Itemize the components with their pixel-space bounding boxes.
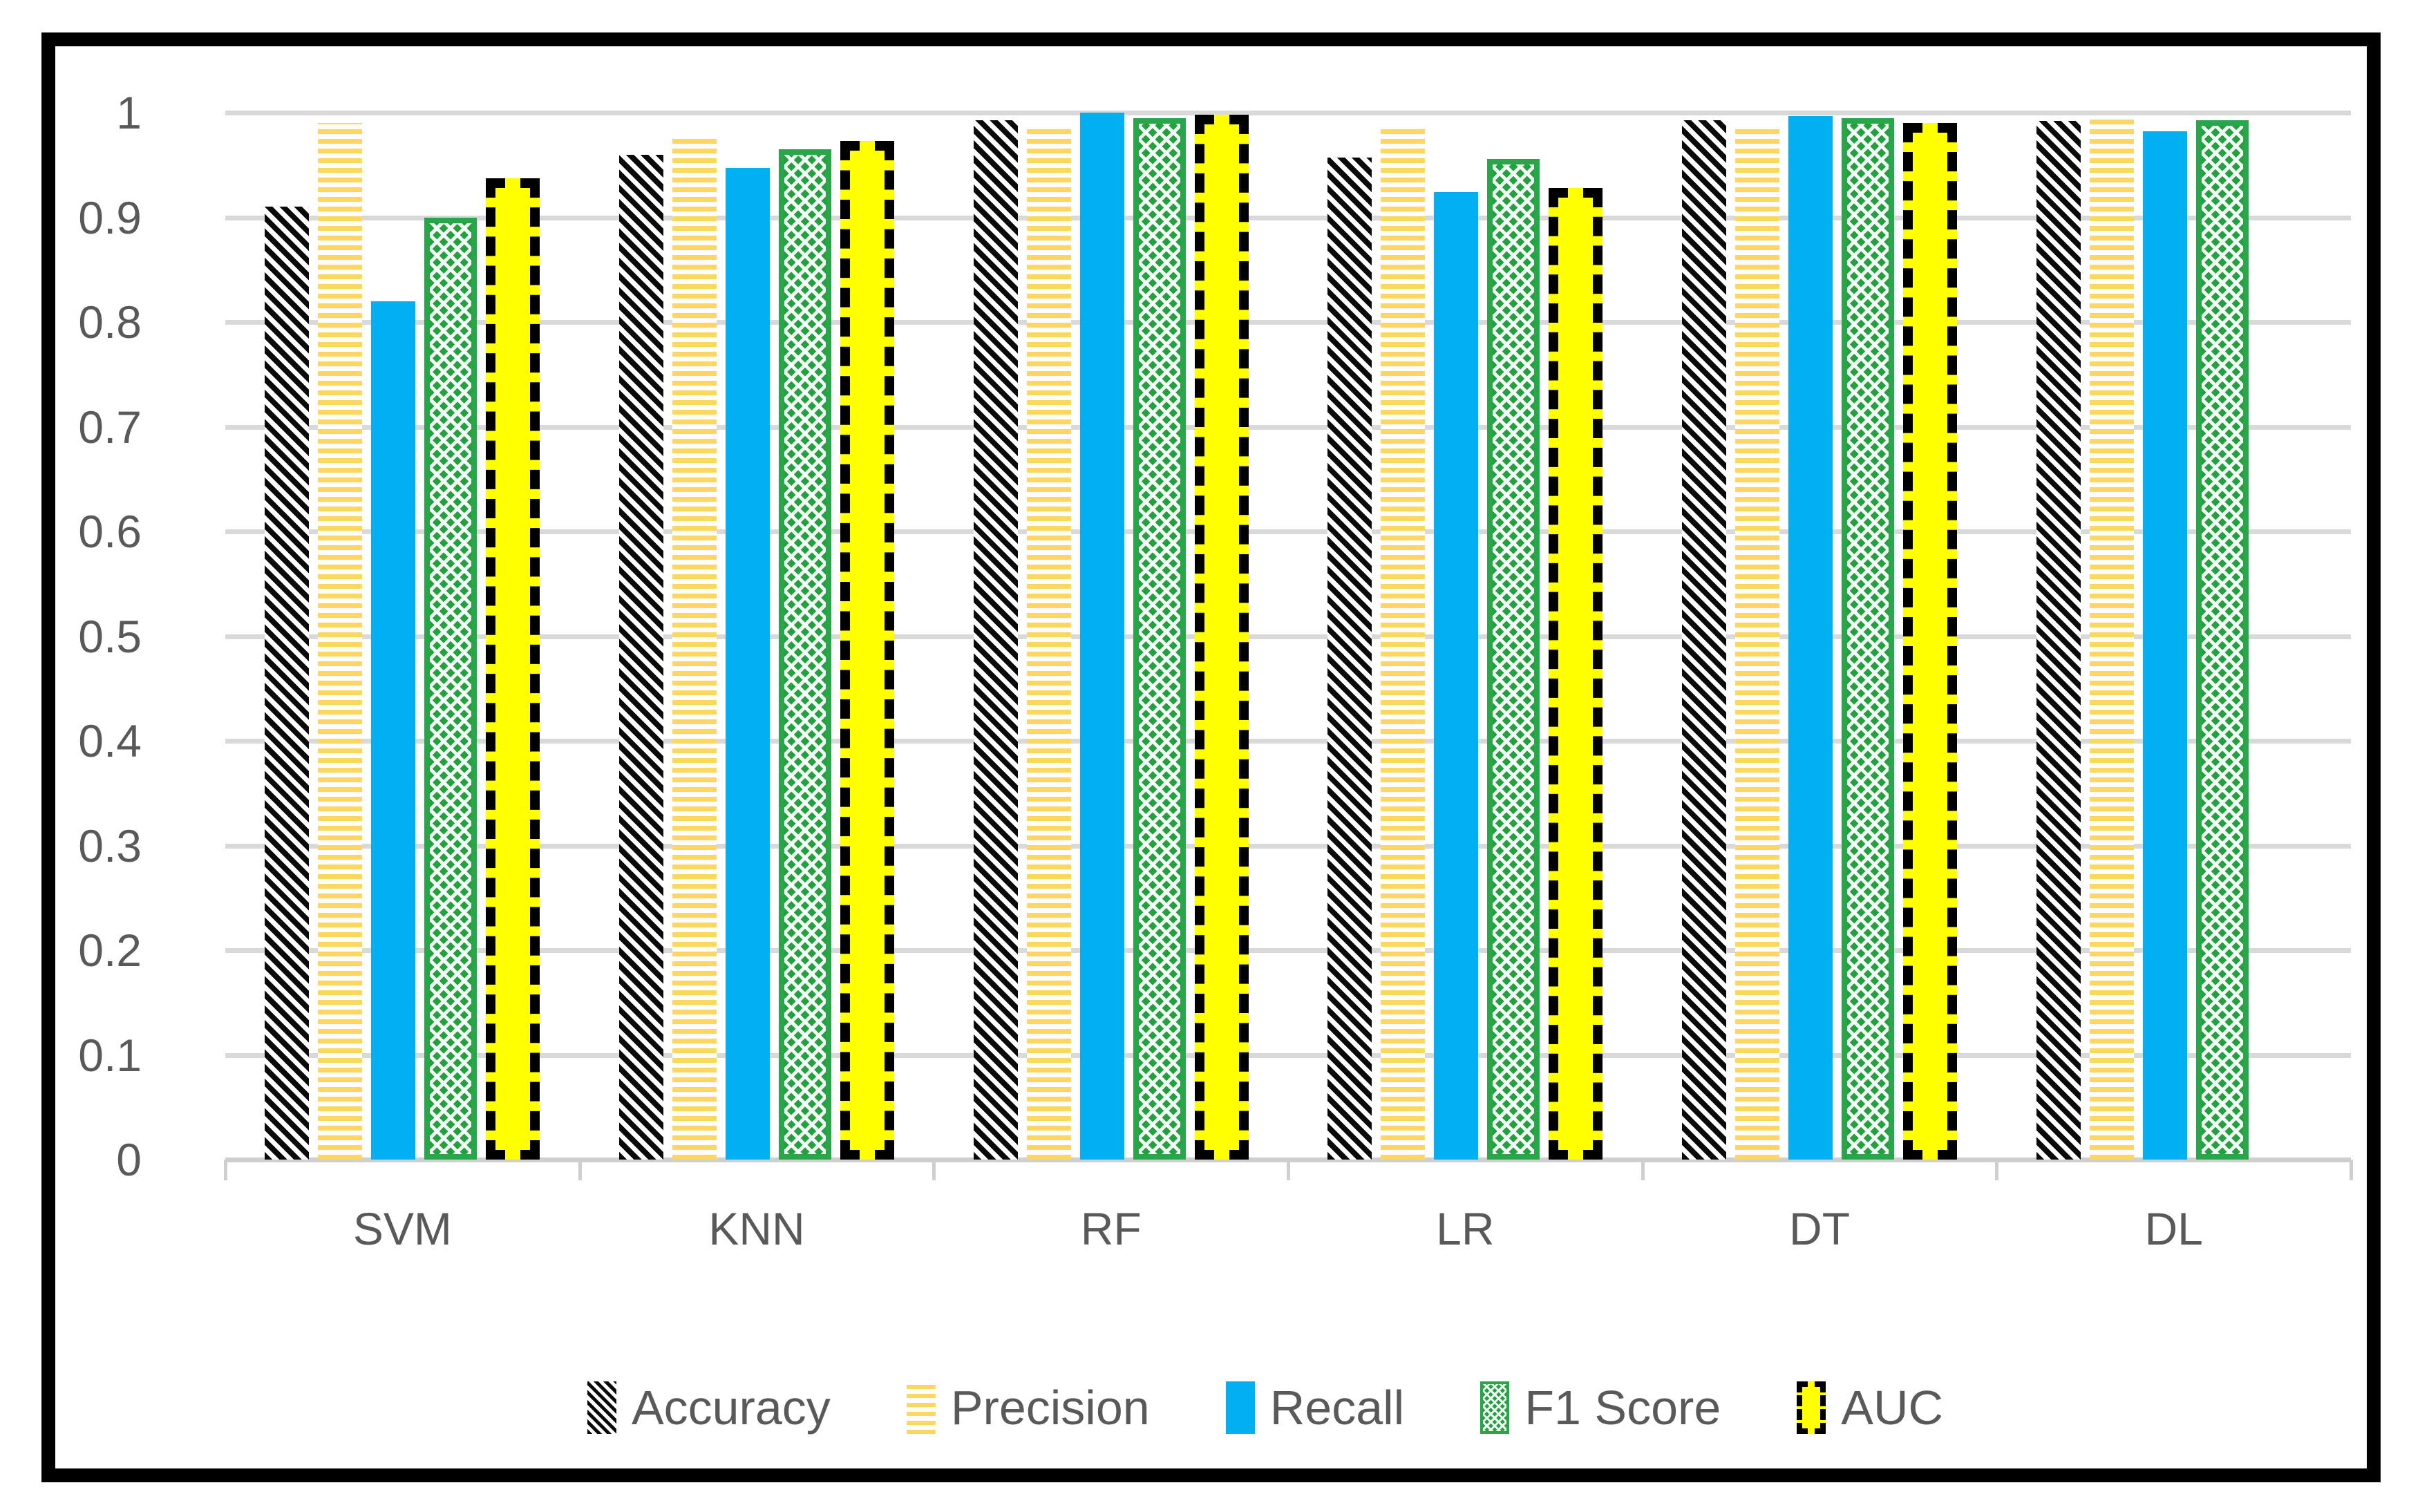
y-axis-tick-label: 0.6 xyxy=(78,506,142,557)
bar-group-svm xyxy=(225,113,580,1160)
x-axis-tick-mark xyxy=(1287,1160,1290,1180)
gridline xyxy=(225,1052,2351,1058)
legend-label: Precision xyxy=(950,1381,1150,1435)
category-label-svm: SVM xyxy=(352,1203,452,1254)
gridline xyxy=(225,948,2351,953)
y-axis-tick-label: 1 xyxy=(116,87,142,138)
bar-accuracy-svm xyxy=(265,207,310,1160)
bar-auc-svm xyxy=(486,178,540,1160)
bar-accuracy-rf xyxy=(973,120,1018,1160)
bar-precision-dt xyxy=(1735,125,1780,1160)
bar-auc-knn xyxy=(840,140,894,1160)
bar-accuracy-dl xyxy=(2036,121,2081,1160)
y-axis-tick-label: 0.4 xyxy=(78,715,142,766)
bar-recall-lr xyxy=(1434,192,1479,1160)
legend-item-recall: Recall xyxy=(1225,1380,1405,1435)
legend-item-f1: F1 Score xyxy=(1480,1380,1721,1435)
y-axis-tick-label: 0.8 xyxy=(78,296,142,348)
y-axis-tick-label: 0.9 xyxy=(78,191,142,243)
bar-f1-dt xyxy=(1842,117,1895,1160)
bar-precision-svm xyxy=(318,123,363,1160)
category-label-knn: KNN xyxy=(708,1203,805,1254)
gridline xyxy=(225,424,2351,430)
legend-label: Accuracy xyxy=(631,1381,831,1435)
x-axis-tick-mark xyxy=(1641,1160,1645,1180)
bar-precision-dl xyxy=(2089,115,2134,1160)
y-axis-tick-label: 0.3 xyxy=(78,820,142,871)
bar-recall-dl xyxy=(2142,131,2187,1160)
bar-auc-lr xyxy=(1549,188,1603,1160)
bar-accuracy-knn xyxy=(619,154,663,1160)
bar-precision-rf xyxy=(1026,125,1071,1160)
bar-accuracy-dt xyxy=(1682,120,1727,1160)
gridline xyxy=(225,739,2351,744)
y-axis-tick-label: 0.7 xyxy=(78,401,142,453)
legend-swatch-precision-icon xyxy=(906,1381,936,1434)
bar-group-dt xyxy=(1643,113,1997,1160)
bar-f1-knn xyxy=(779,149,831,1160)
x-axis-tick-mark xyxy=(224,1160,227,1180)
gridline xyxy=(225,843,2351,849)
category-label-dl: DL xyxy=(2144,1203,2203,1254)
bar-recall-knn xyxy=(726,168,770,1160)
bar-group-dl xyxy=(1996,113,2351,1160)
y-axis-tick-label: 0.5 xyxy=(78,610,142,662)
bar-f1-lr xyxy=(1487,158,1540,1160)
legend-label: AUC xyxy=(1841,1381,1944,1435)
bar-f1-svm xyxy=(424,217,478,1160)
bar-precision-lr xyxy=(1381,125,1426,1160)
y-axis-tick-label: 0 xyxy=(116,1134,142,1185)
bar-recall-svm xyxy=(371,301,416,1160)
chart-frame-border: 1 0.9 0.8 0.7 0.6 0.5 0.4 0.3 0.2 0.1 0 SVM KNN RF LR… xyxy=(41,32,2381,1482)
x-axis-category-labels: SVM KNN RF LR DT DL xyxy=(225,1202,2351,1255)
y-axis-tick-label: 0.1 xyxy=(78,1029,142,1081)
chart-legend: Accuracy Precision Recall F1 Score AUC xyxy=(55,1380,2420,1435)
legend-label: F1 Score xyxy=(1524,1381,1721,1435)
gridline xyxy=(225,215,2351,220)
legend-item-auc: AUC xyxy=(1797,1380,1943,1435)
bar-group-rf xyxy=(934,113,1288,1160)
x-axis-tick-mark xyxy=(578,1160,582,1180)
gridline xyxy=(225,634,2351,639)
legend-item-precision: Precision xyxy=(906,1380,1150,1435)
legend-swatch-auc-icon xyxy=(1797,1381,1826,1434)
legend-swatch-f1-icon xyxy=(1480,1381,1510,1434)
category-label-dt: DT xyxy=(1789,1203,1851,1254)
legend-item-accuracy: Accuracy xyxy=(587,1380,831,1435)
bar-plot-area xyxy=(225,113,2351,1160)
legend-swatch-accuracy-icon xyxy=(587,1381,616,1434)
bar-group-lr xyxy=(1288,113,1643,1160)
x-axis-tick-mark xyxy=(932,1160,936,1180)
bar-f1-dl xyxy=(2195,120,2249,1160)
category-label-lr: LR xyxy=(1436,1203,1495,1254)
legend-swatch-recall-icon xyxy=(1225,1381,1255,1434)
bar-precision-knn xyxy=(672,136,717,1160)
bar-auc-rf xyxy=(1194,115,1249,1160)
bar-group-knn xyxy=(580,113,934,1160)
bar-f1-rf xyxy=(1133,117,1186,1160)
gridline xyxy=(225,320,2351,325)
y-axis-tick-label: 0.2 xyxy=(78,925,142,976)
x-axis-tick-mark xyxy=(2350,1160,2353,1180)
gridline xyxy=(225,111,2351,115)
bar-recall-rf xyxy=(1079,113,1124,1160)
category-label-rf: RF xyxy=(1080,1203,1142,1254)
x-axis-tick-mark xyxy=(1995,1160,1999,1180)
bar-recall-dt xyxy=(1788,115,1833,1160)
bar-auc-dt xyxy=(1903,123,1958,1160)
bar-accuracy-lr xyxy=(1327,158,1372,1160)
gridline xyxy=(225,529,2351,534)
legend-label: Recall xyxy=(1269,1381,1405,1435)
